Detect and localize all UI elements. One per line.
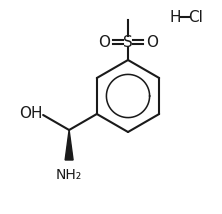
Polygon shape [65, 130, 73, 160]
Text: NH₂: NH₂ [56, 168, 82, 182]
Text: OH: OH [19, 106, 43, 120]
Text: Cl: Cl [188, 9, 203, 24]
Text: O: O [146, 34, 158, 49]
Text: O: O [98, 34, 110, 49]
Text: H: H [169, 9, 181, 24]
Text: S: S [123, 34, 133, 49]
